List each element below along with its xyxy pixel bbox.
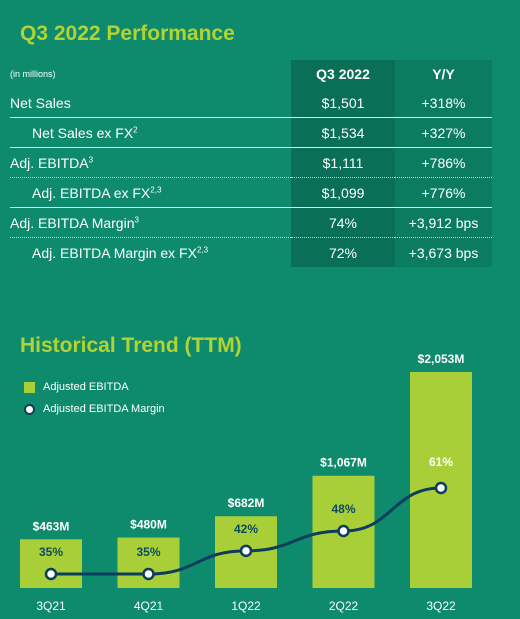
column-header-q3-2022: Q3 2022 xyxy=(291,60,395,88)
row-yy-value: +786% xyxy=(395,147,492,178)
footnote-marker: 3 xyxy=(134,214,139,224)
row-q-value: $1,099 xyxy=(291,177,395,208)
row-q-value: $1,501 xyxy=(291,88,395,118)
row-label: Net Sales xyxy=(10,88,291,118)
table-row: Net Sales ex FX2 $1,534 +327% xyxy=(10,117,492,148)
footnote-marker: 2,3 xyxy=(196,244,209,254)
bar-value-label: $463M xyxy=(33,519,70,533)
legend-circle-icon xyxy=(24,403,35,415)
margin-value-label: 35% xyxy=(136,545,160,559)
legend-label: Adjusted EBITDA xyxy=(43,381,129,393)
x-axis-label: 3Q21 xyxy=(36,599,66,613)
margin-point xyxy=(337,524,350,538)
margin-point xyxy=(239,544,253,558)
row-label: Adj. EBITDA3 xyxy=(10,147,291,178)
table-row: Net Sales $1,501 +318% xyxy=(10,88,492,118)
units-note: (in millions) xyxy=(10,69,56,79)
row-label: Adj. EBITDA ex FX2,3 xyxy=(10,177,291,208)
column-header-yy: Y/Y xyxy=(395,60,492,88)
table-row: Adj. EBITDA Margin3 74% +3,912 bps xyxy=(10,207,492,238)
row-yy-value: +3,673 bps xyxy=(395,237,492,267)
row-label: Adj. EBITDA Margin ex FX2,3 xyxy=(32,244,209,261)
x-axis-label: 1Q22 xyxy=(231,599,261,613)
footnote-marker: 2 xyxy=(133,124,138,134)
performance-table: (in millions) Q3 2022 Y/Y Net Sales $1,5… xyxy=(10,60,492,267)
bar-value-label: $2,053M xyxy=(418,352,465,366)
performance-title: Q3 2022 Performance xyxy=(20,22,235,45)
legend-item-margin: Adjusted EBITDA Margin xyxy=(24,403,165,415)
row-q-value: $1,111 xyxy=(291,147,395,178)
legend-label: Adjusted EBITDA Margin xyxy=(43,403,165,415)
row-yy-value: +327% xyxy=(395,117,492,148)
margin-value-label: 42% xyxy=(234,522,258,536)
table-row: Adj. EBITDA3 $1,111 +786% xyxy=(10,147,492,178)
margin-value-label: 48% xyxy=(331,502,355,516)
x-axis-label: 4Q21 xyxy=(134,599,164,613)
bar-value-label: $682M xyxy=(228,496,265,510)
margin-value-label: 35% xyxy=(39,545,63,559)
margin-value-label: 61% xyxy=(429,455,453,469)
row-yy-value: +776% xyxy=(395,177,492,208)
trend-title: Historical Trend (TTM) xyxy=(20,334,242,357)
bar-value-label: $1,067M xyxy=(320,456,367,470)
x-axis-label: 2Q22 xyxy=(329,599,359,613)
row-q-value: 74% xyxy=(291,207,395,238)
legend-item-ebitda: Adjusted EBITDA xyxy=(24,381,129,393)
table-row: Adj. EBITDA Margin ex FX2,3 72% +3,673 b… xyxy=(10,237,492,267)
ebitda-trend-chart: $463M 3Q21 $480M 4Q21 $682M 1Q22 $1,067M 2Q22 $2… xyxy=(20,352,472,613)
row-label: Net Sales ex FX2 xyxy=(10,117,291,148)
row-yy-value: +3,912 bps xyxy=(395,207,492,238)
bar-value-label: $480M xyxy=(130,517,167,531)
x-axis-label: 3Q22 xyxy=(426,599,456,613)
row-yy-value: +318% xyxy=(395,88,492,118)
table-row: Adj. EBITDA ex FX2,3 $1,099 +776% xyxy=(10,177,492,208)
row-q-value: $1,534 xyxy=(291,117,395,148)
row-q-value: 72% xyxy=(291,237,395,267)
table-header-row: (in millions) Q3 2022 Y/Y xyxy=(10,60,492,88)
footnote-marker: 2,3 xyxy=(150,184,162,194)
ebitda-bar xyxy=(410,372,472,588)
margin-point xyxy=(142,567,155,581)
row-label: Adj. EBITDA Margin3 xyxy=(10,207,291,238)
legend-square-icon xyxy=(24,381,35,393)
margin-point xyxy=(434,481,448,495)
footnote-marker: 3 xyxy=(88,154,94,164)
margin-point xyxy=(44,567,58,581)
